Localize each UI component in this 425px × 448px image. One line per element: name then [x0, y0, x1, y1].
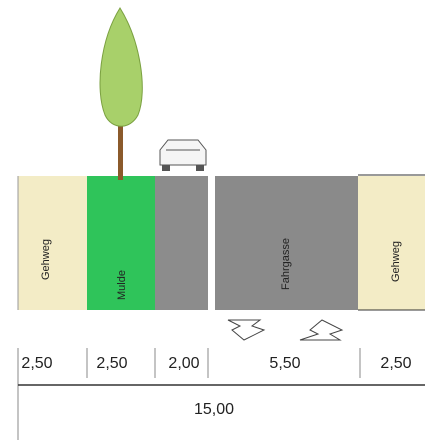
dimension: 2,50 — [21, 355, 52, 372]
dimension: 2,00 — [168, 355, 199, 372]
sidewalk-left — [18, 176, 87, 310]
dimension: 5,50 — [269, 355, 300, 372]
section-label: Mulde — [116, 270, 128, 300]
total-dimension: 15,00 — [194, 401, 234, 418]
arrow-down — [227, 319, 266, 341]
tree-trunk — [118, 90, 123, 180]
dimension: 2,50 — [380, 355, 411, 372]
arrow-up — [299, 319, 344, 341]
carriageway — [215, 176, 358, 310]
parking-strip — [155, 176, 208, 310]
dimension-ticks — [17, 348, 361, 440]
section-label: Fahrgasse — [280, 238, 292, 290]
section-label: Gehweg — [40, 239, 52, 280]
sidewalk-right — [358, 176, 425, 310]
lane-marking — [208, 180, 215, 310]
swale — [87, 176, 155, 310]
tree-crown — [99, 7, 143, 127]
car-icon — [159, 139, 207, 171]
section-label: Gehweg — [390, 241, 402, 282]
dimension: 2,50 — [96, 355, 127, 372]
